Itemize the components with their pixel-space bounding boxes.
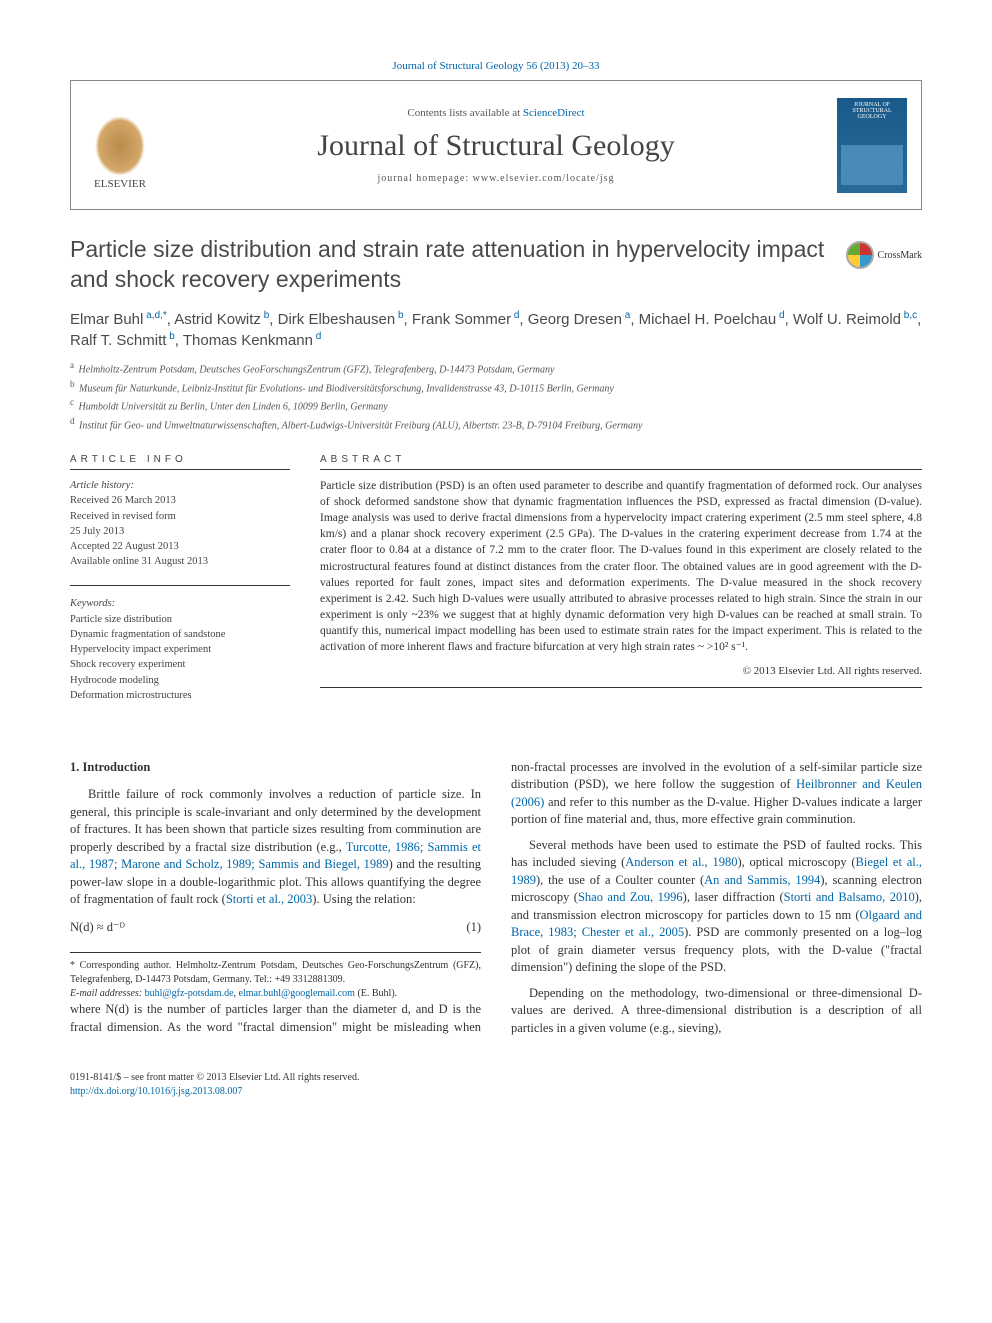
doi-link[interactable]: http://dx.doi.org/10.1016/j.jsg.2013.08.… xyxy=(70,1086,242,1097)
keyword-item: Hydrocode modeling xyxy=(70,673,290,688)
citation-link[interactable]: An and Sammis, 1994 xyxy=(704,873,820,887)
author-mark: d xyxy=(776,310,784,321)
author-mark: b,c xyxy=(901,310,917,321)
email-link-2[interactable]: elmar.buhl@googlemail.com xyxy=(239,988,355,999)
p2-text-2: and refer to this number as the D-value.… xyxy=(511,795,922,827)
affiliation: a Helmholtz-Zentrum Potsdam, Deutsches G… xyxy=(70,359,922,378)
affiliation: c Humboldt Universität zu Berlin, Unter … xyxy=(70,396,922,415)
affiliations: a Helmholtz-Zentrum Potsdam, Deutsches G… xyxy=(70,359,922,434)
body-para-4: Depending on the methodology, two-dimens… xyxy=(511,985,922,1038)
footer-copyright: 0191-8141/$ – see front matter © 2013 El… xyxy=(70,1071,922,1085)
keyword-item: Hypervelocity impact experiment xyxy=(70,642,290,657)
citation-link[interactable]: Anderson et al., 1980 xyxy=(625,855,737,869)
cover-title: JOURNAL OF STRUCTURAL GEOLOGY xyxy=(841,102,903,120)
article-title: Particle size distribution and strain ra… xyxy=(70,235,826,295)
contents-line: Contents lists available at ScienceDirec… xyxy=(165,107,827,119)
keyword-item: Dynamic fragmentation of sandstone xyxy=(70,627,290,642)
corresponding-author-note: * Corresponding author. Helmholtz-Zentru… xyxy=(70,959,481,987)
abstract-text: Particle size distribution (PSD) is an o… xyxy=(320,478,922,655)
body-para-1: Brittle failure of rock commonly involve… xyxy=(70,786,481,909)
author-mark: b xyxy=(261,310,269,321)
publisher-logo: ELSEVIER xyxy=(85,100,155,190)
author: Thomas Kenkmann d xyxy=(183,332,321,349)
keyword-item: Shock recovery experiment xyxy=(70,657,290,672)
cover-image-placeholder xyxy=(841,145,903,185)
author-mark: b xyxy=(395,310,403,321)
author: Dirk Elbeshausen b xyxy=(278,311,404,328)
history-online: Available online 31 August 2013 xyxy=(70,554,290,569)
sciencedirect-link[interactable]: ScienceDirect xyxy=(523,107,585,119)
history-received: Received 26 March 2013 xyxy=(70,493,290,508)
history-revised-1: Received in revised form xyxy=(70,509,290,524)
affiliation: d Institut für Geo- und Umweltnaturwisse… xyxy=(70,415,922,434)
author-list: Elmar Buhl a,d,*, Astrid Kowitz b, Dirk … xyxy=(70,309,922,351)
p3-text-5: ), laser diffraction ( xyxy=(683,890,784,904)
page-footer: 0191-8141/$ – see front matter © 2013 El… xyxy=(70,1071,922,1099)
history-accepted: Accepted 22 August 2013 xyxy=(70,539,290,554)
author: Georg Dresen a xyxy=(528,311,631,328)
crossmark-badge[interactable]: CrossMark xyxy=(846,241,922,269)
citation-link[interactable]: Storti and Balsamo, 2010 xyxy=(784,890,915,904)
abstract-copyright: © 2013 Elsevier Ltd. All rights reserved… xyxy=(320,665,922,677)
crossmark-label: CrossMark xyxy=(878,250,922,261)
journal-name: Journal of Structural Geology xyxy=(165,129,827,163)
author: Wolf U. Reimold b,c xyxy=(793,311,917,328)
journal-reference: Journal of Structural Geology 56 (2013) … xyxy=(70,60,922,72)
keyword-item: Particle size distribution xyxy=(70,612,290,627)
homepage-line: journal homepage: www.elsevier.com/locat… xyxy=(165,173,827,184)
author-mark: a,d,* xyxy=(143,310,166,321)
crossmark-icon xyxy=(846,241,874,269)
author: Astrid Kowitz b xyxy=(174,311,269,328)
p3-text-3: ), the use of a Coulter counter ( xyxy=(536,873,704,887)
abstract-label: ABSTRACT xyxy=(320,454,922,470)
citation-link[interactable]: Shao and Zou, 1996 xyxy=(578,890,683,904)
affiliation: b Museum für Naturkunde, Leibniz-Institu… xyxy=(70,378,922,397)
email-label: E-mail addresses: xyxy=(70,988,145,999)
article-info-label: ARTICLE INFO xyxy=(70,454,290,470)
equation-number: (1) xyxy=(466,919,481,937)
history-revised-2: 25 July 2013 xyxy=(70,524,290,539)
equation-formula: N(d) ≈ d⁻ᴰ xyxy=(70,919,125,937)
keyword-item: Deformation microstructures xyxy=(70,688,290,703)
abstract-separator xyxy=(320,687,922,688)
author: Ralf T. Schmitt b xyxy=(70,332,175,349)
author-mark: a xyxy=(622,310,630,321)
p3-text-2: ), optical microscopy ( xyxy=(737,855,855,869)
contents-prefix: Contents lists available at xyxy=(407,107,522,119)
homepage-prefix: journal homepage: xyxy=(377,173,472,184)
author-mark: b xyxy=(166,331,174,342)
history-heading: Article history: xyxy=(70,478,290,493)
email-line: E-mail addresses: buhl@gfz-potsdam.de, e… xyxy=(70,987,481,1001)
info-separator xyxy=(70,585,290,586)
author: Frank Sommer d xyxy=(412,311,520,328)
author: Michael H. Poelchau d xyxy=(639,311,785,328)
keywords-block: Keywords: Particle size distributionDyna… xyxy=(70,596,290,703)
p1-text-3: ). Using the relation: xyxy=(312,892,415,906)
article-body: 1. Introduction Brittle failure of rock … xyxy=(70,759,922,1041)
keywords-heading: Keywords: xyxy=(70,596,290,611)
journal-header: ELSEVIER Contents lists available at Sci… xyxy=(70,80,922,210)
citation-link[interactable]: Storti et al., 2003 xyxy=(226,892,312,906)
author-mark: d xyxy=(313,331,321,342)
article-history: Article history: Received 26 March 2013 … xyxy=(70,478,290,569)
section-heading-1: 1. Introduction xyxy=(70,759,481,777)
footnotes: * Corresponding author. Helmholtz-Zentru… xyxy=(70,952,481,1001)
elsevier-tree-icon xyxy=(95,116,145,176)
homepage-url[interactable]: www.elsevier.com/locate/jsg xyxy=(473,173,615,184)
author-mark: d xyxy=(511,310,519,321)
email-link-1[interactable]: buhl@gfz-potsdam.de xyxy=(145,988,234,999)
journal-cover-thumbnail: JOURNAL OF STRUCTURAL GEOLOGY xyxy=(837,98,907,193)
email-attribution: (E. Buhl). xyxy=(355,988,397,999)
author: Elmar Buhl a,d,* xyxy=(70,311,167,328)
publisher-name: ELSEVIER xyxy=(94,178,146,190)
body-para-3: Several methods have been used to estima… xyxy=(511,837,922,977)
equation-1: N(d) ≈ d⁻ᴰ (1) xyxy=(70,919,481,937)
